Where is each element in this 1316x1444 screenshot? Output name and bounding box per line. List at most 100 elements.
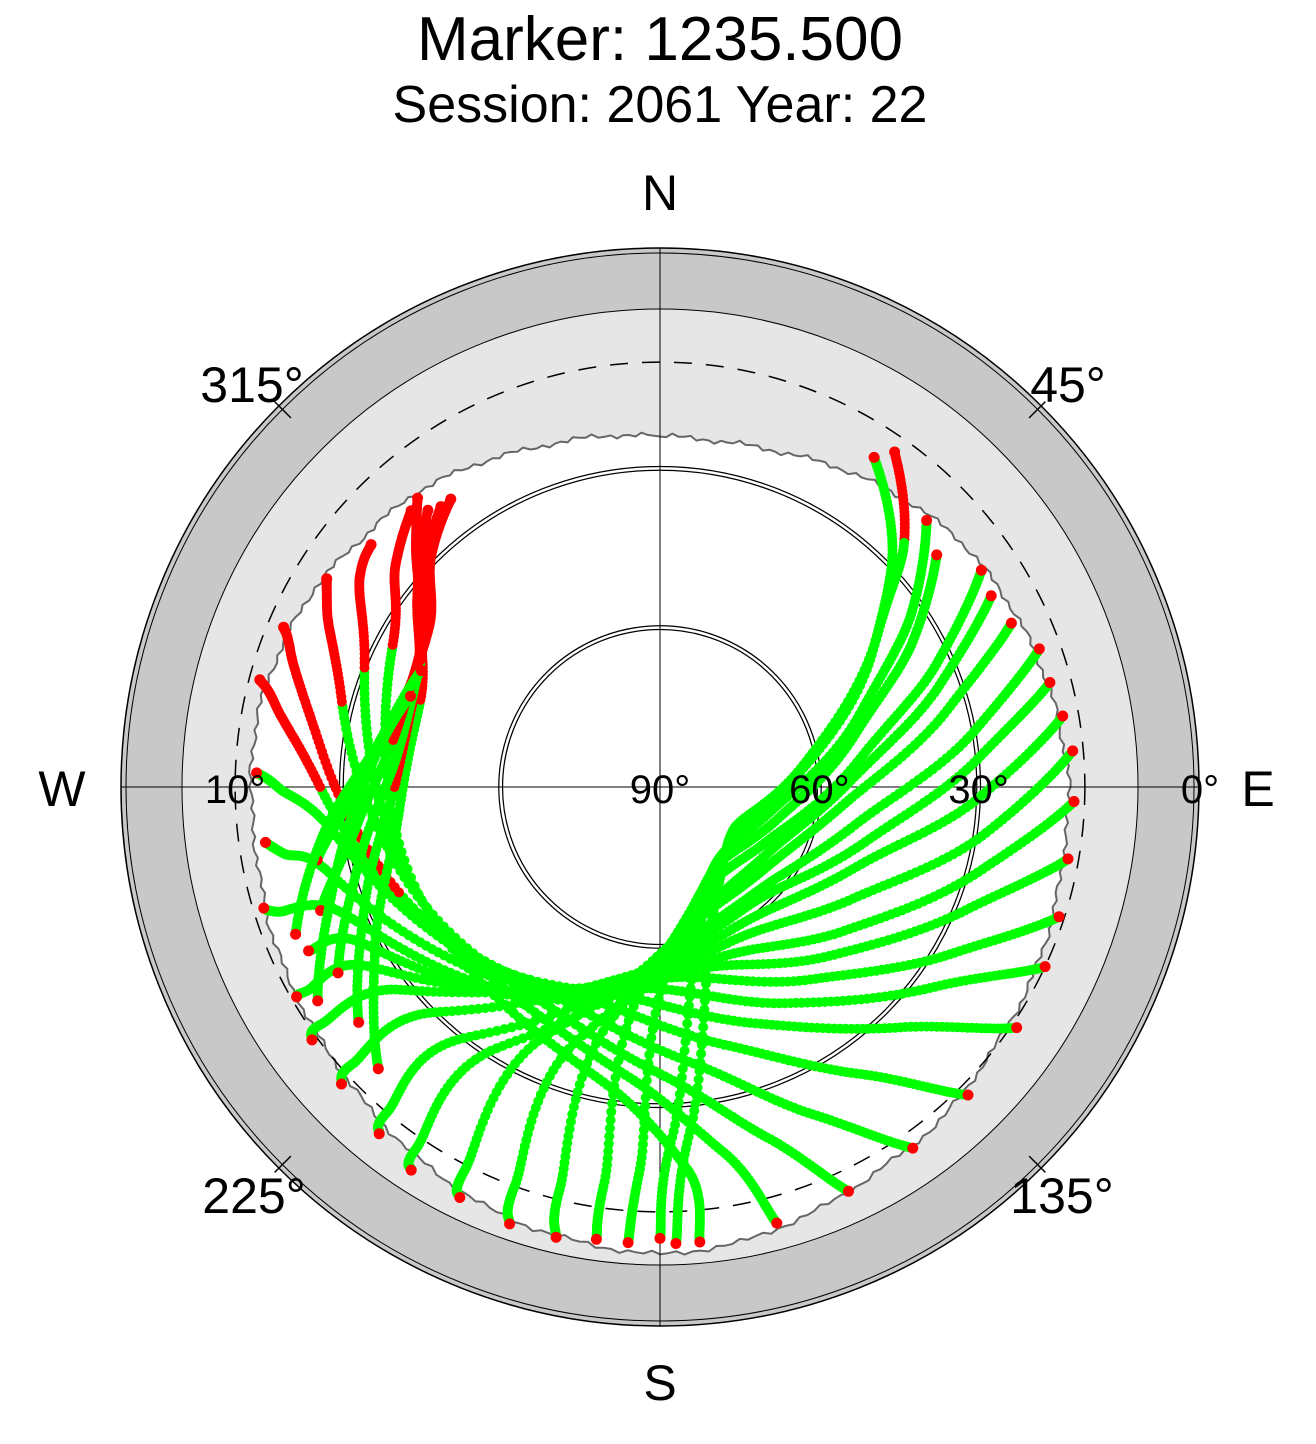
track-point: [409, 881, 420, 891]
track-endpoint: [654, 1232, 666, 1244]
track-endpoint: [260, 836, 271, 848]
track-point: [690, 1098, 701, 1109]
track-endpoint: [907, 1142, 919, 1154]
track-endpoint: [258, 902, 270, 914]
track-endpoint: [622, 1237, 634, 1249]
track-endpoint: [1011, 1022, 1023, 1034]
track-endpoint: [931, 549, 943, 561]
track-point: [402, 864, 413, 874]
track-point: [638, 1132, 649, 1143]
elevation-label-30: 30°: [948, 768, 1009, 812]
chart-subtitle: Session: 2061 Year: 22: [393, 76, 928, 134]
track-endpoint: [415, 665, 427, 677]
track-endpoint: [1005, 617, 1017, 629]
track-endpoint: [1067, 745, 1079, 757]
satellite-track-27: [312, 690, 416, 1007]
track-point: [696, 1048, 707, 1059]
track-endpoint: [303, 945, 315, 957]
track-endpoint: [445, 493, 457, 505]
track-endpoint: [868, 451, 880, 463]
satellite-track-18: [321, 573, 854, 1197]
track-endpoint: [372, 1063, 384, 1075]
track-endpoint: [1033, 643, 1045, 655]
satellite-track-19: [354, 539, 783, 1229]
track-endpoint: [332, 967, 344, 979]
track-endpoint: [1057, 710, 1069, 722]
track-point: [399, 855, 410, 866]
track-endpoint: [590, 1233, 602, 1245]
track-endpoint: [1039, 961, 1051, 973]
track-endpoint: [278, 621, 290, 633]
track-endpoint: [291, 991, 303, 1003]
track-endpoint: [290, 928, 302, 940]
track-endpoint: [694, 1236, 706, 1248]
track-point: [605, 1115, 616, 1126]
azimuth-label-315: 315°: [200, 357, 303, 413]
azimuth-labels: 45°135°225°315°: [200, 357, 1113, 1224]
track-endpoint: [985, 590, 997, 602]
track-endpoint: [962, 1089, 974, 1101]
track-endpoint: [771, 1217, 783, 1229]
track-point: [604, 1131, 615, 1142]
track-point: [644, 1049, 655, 1060]
track-point: [607, 1098, 618, 1109]
track-point: [406, 872, 416, 883]
track-endpoint: [306, 1034, 318, 1046]
track-endpoint: [405, 690, 416, 702]
azimuth-tick-225: [274, 1155, 292, 1173]
track-point: [606, 1106, 617, 1117]
track-point: [417, 897, 428, 908]
track-point: [693, 1074, 704, 1085]
azimuth-tick-135: [1028, 1155, 1046, 1173]
track-endpoint: [670, 1238, 682, 1249]
track-point: [447, 943, 458, 954]
track-endpoint: [1062, 853, 1074, 865]
satellite-track-20: [380, 505, 706, 1248]
track-endpoint: [921, 514, 933, 526]
azimuth-label-225: 225°: [202, 1168, 305, 1224]
track-point: [442, 936, 452, 947]
track-point: [458, 957, 468, 968]
elevation-label-10: 10°: [205, 768, 266, 812]
azimuth-label-45: 45°: [1030, 357, 1106, 413]
track-point: [426, 913, 437, 924]
chart-title: Marker: 1235.500: [417, 5, 903, 74]
elevation-label-0: 0°: [1181, 768, 1219, 812]
track-endpoint: [843, 1185, 854, 1197]
track-point: [452, 950, 463, 961]
track-point: [506, 1022, 517, 1033]
track-point: [679, 1045, 690, 1056]
track-point: [436, 929, 447, 940]
track-endpoint: [889, 446, 901, 458]
track-endpoint: [1044, 677, 1056, 688]
track-endpoint: [251, 767, 263, 779]
track-endpoint: [312, 995, 324, 1007]
track-endpoint: [1068, 796, 1080, 807]
track-point: [567, 1109, 578, 1120]
track-endpoint: [422, 504, 434, 516]
track-point: [603, 1138, 614, 1149]
track-point: [604, 1123, 615, 1134]
track-point: [698, 1022, 709, 1033]
track-endpoint: [373, 1128, 385, 1140]
elevation-labels: 90° 60° 30° 0°10°: [205, 768, 1219, 812]
track-point: [640, 1100, 651, 1111]
track-endpoint: [336, 1078, 347, 1090]
track-endpoint: [254, 674, 266, 686]
track-point: [413, 889, 424, 900]
direction-north: N: [642, 165, 678, 221]
track-endpoint: [405, 1164, 417, 1176]
direction-east: E: [1241, 761, 1274, 817]
track-endpoint: [412, 492, 424, 504]
track-endpoint: [321, 573, 333, 585]
plot-area: [120, 247, 1200, 1327]
track-endpoint: [1053, 911, 1065, 923]
direction-south: S: [643, 1355, 676, 1411]
track-endpoint: [365, 539, 377, 551]
track-endpoint: [504, 1218, 516, 1230]
track-point: [431, 921, 442, 932]
satellite-tracks: [251, 446, 1080, 1249]
track-point: [422, 905, 433, 916]
track-point: [674, 1089, 685, 1100]
track-point: [396, 846, 407, 857]
